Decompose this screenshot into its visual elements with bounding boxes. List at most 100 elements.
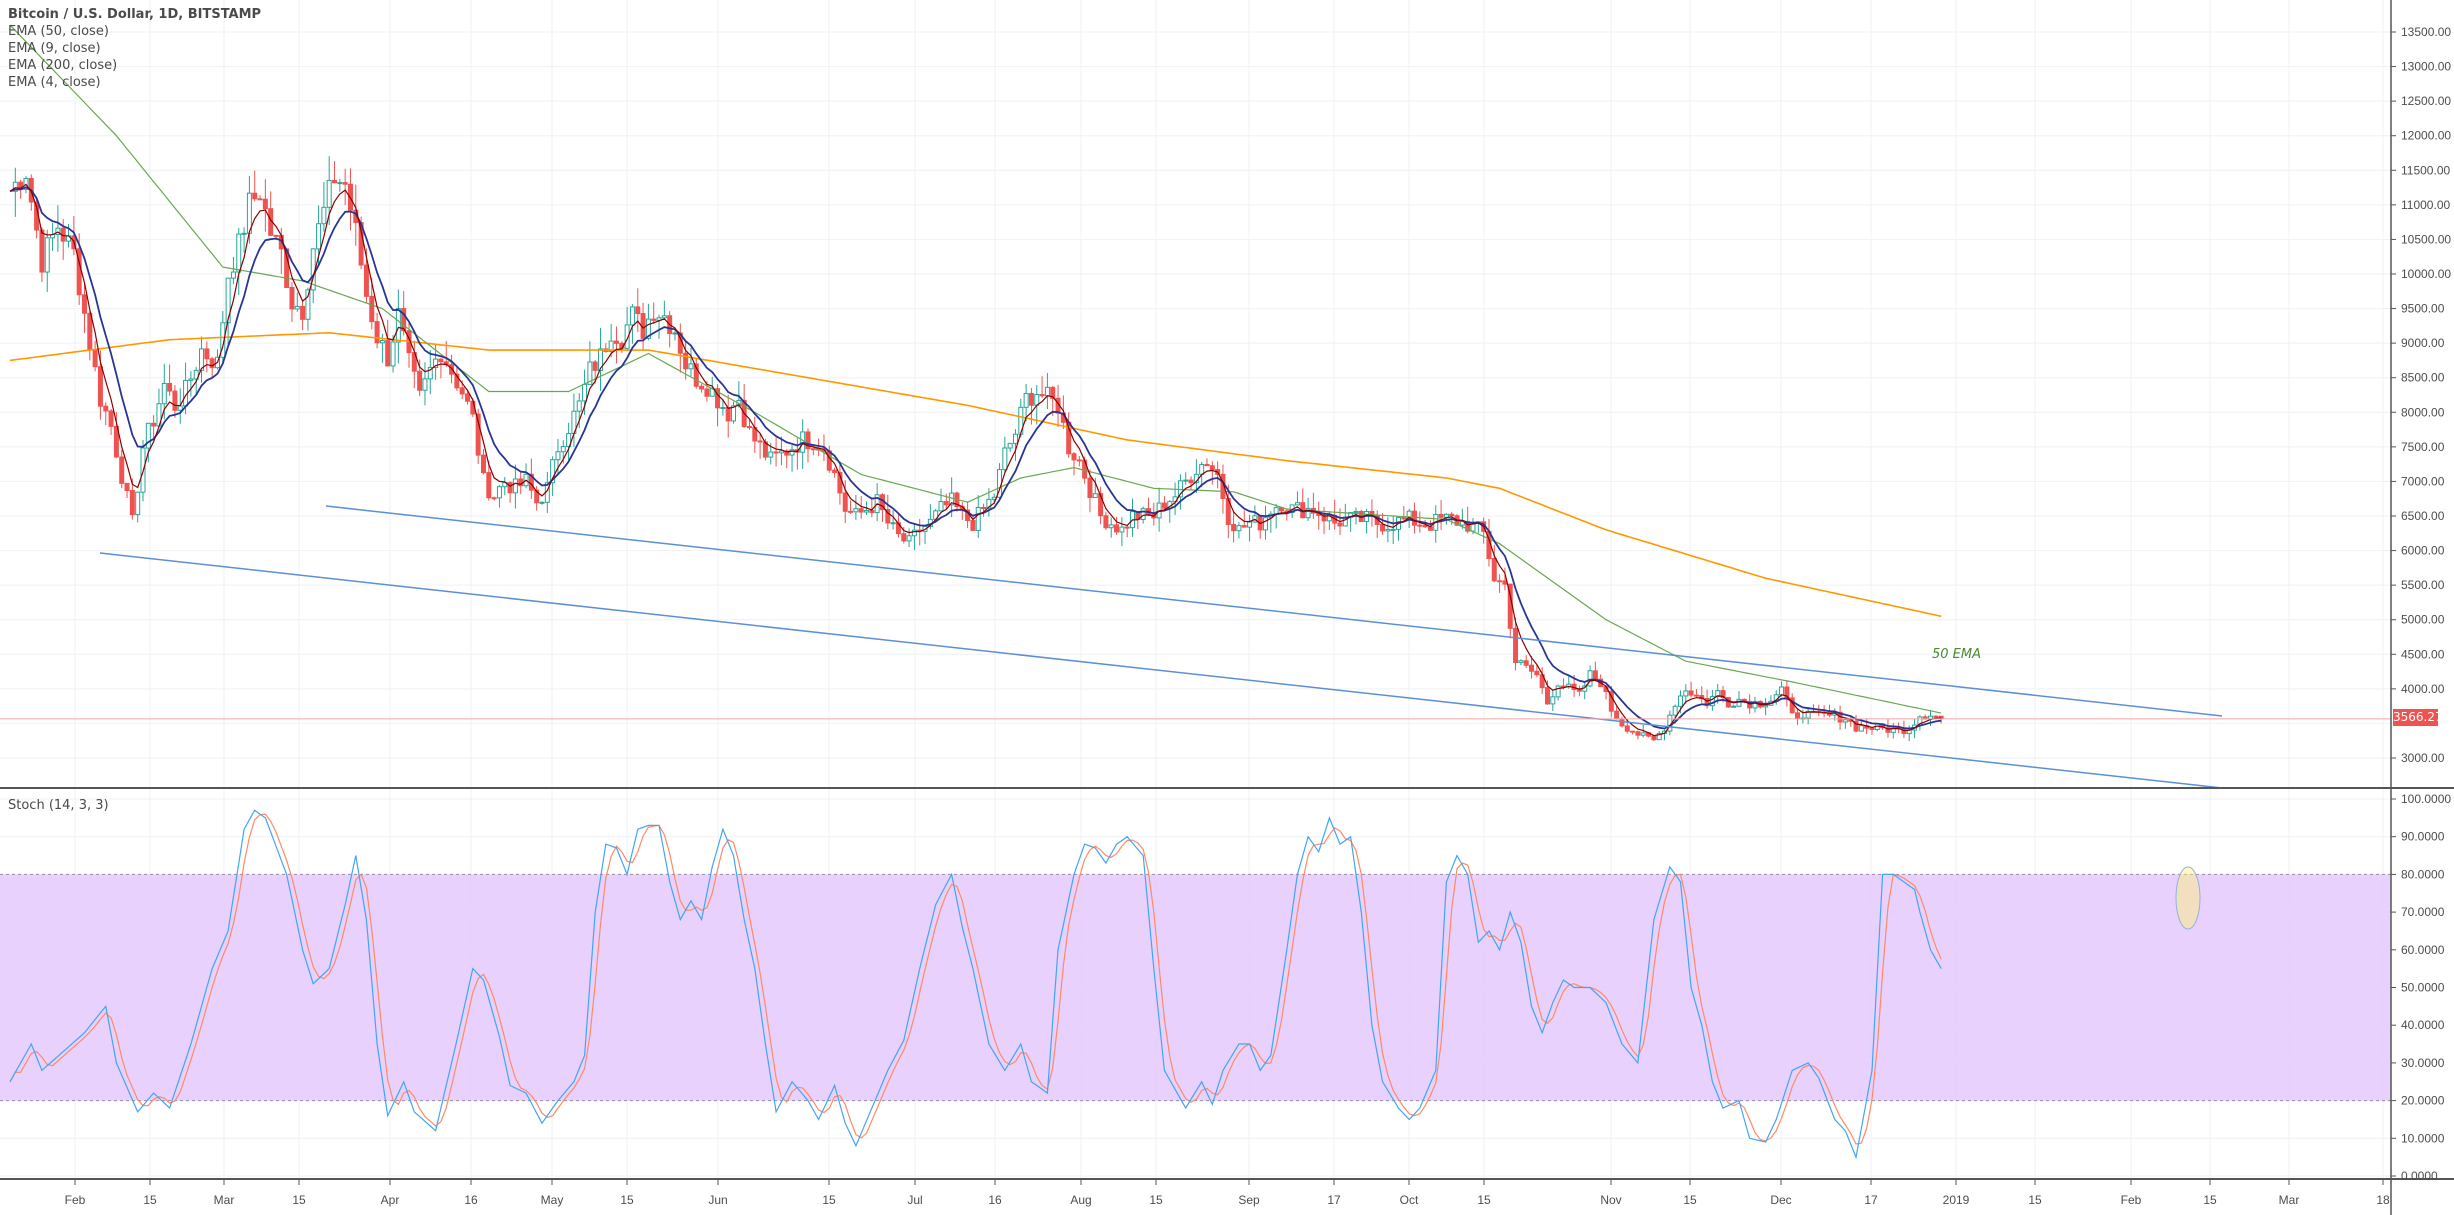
candle-up[interactable] [326,179,332,208]
stoch-d-line[interactable] [9,813,1942,1145]
candle-up[interactable] [1518,660,1524,664]
candle-down[interactable] [363,264,369,297]
candle-up[interactable] [906,535,912,542]
candle-down[interactable] [103,405,109,412]
candle-down[interactable] [1204,463,1210,467]
candle-down[interactable] [1560,685,1566,688]
candle-down[interactable] [901,533,907,542]
candle-down[interactable] [832,469,838,474]
candle-up[interactable] [1390,528,1396,531]
candle-down[interactable] [837,472,843,494]
candle-up[interactable] [911,529,917,537]
candle-down[interactable] [39,229,45,273]
candle-down[interactable] [1050,386,1056,399]
candle-up[interactable] [688,363,694,370]
candle-down[interactable] [1933,715,1939,718]
stoch-legend[interactable]: Stoch (14, 3, 3) [8,798,109,813]
candle-down[interactable] [1544,687,1550,705]
ema4-line[interactable] [9,183,1942,737]
candle-up[interactable] [1044,386,1050,397]
candle-up[interactable] [661,315,667,319]
candle-up[interactable] [629,306,635,326]
candle-up[interactable] [337,182,343,185]
candle-down[interactable] [1608,691,1614,712]
candle-down[interactable] [204,348,210,360]
legend-ema4[interactable]: EMA (4, close) [8,75,101,90]
candle-down[interactable] [842,492,848,512]
candle-down[interactable] [704,388,710,397]
candle-up[interactable] [433,358,439,368]
candle-up[interactable] [778,450,784,454]
candle-down[interactable] [332,179,338,184]
candle-up[interactable] [395,308,401,343]
candle-down[interactable] [1513,627,1519,664]
candle-down[interactable] [1039,394,1045,397]
candle-down[interactable] [810,448,816,451]
candle-down[interactable] [1576,689,1582,692]
candle-up[interactable] [1587,670,1593,687]
candle-up[interactable] [1752,700,1758,709]
candle-down[interactable] [167,382,173,392]
legend-ema50[interactable]: EMA (50, close) [8,24,109,39]
candle-down[interactable] [385,340,391,367]
candle-up[interactable] [986,498,992,509]
candle-down[interactable] [475,413,481,456]
candle-down[interactable] [1103,515,1109,529]
candle-down[interactable] [273,234,279,237]
candle-up[interactable] [624,324,630,349]
candle-down[interactable] [507,482,513,494]
candle-down[interactable] [342,182,348,185]
candle-up[interactable] [731,405,737,422]
candle-down[interactable] [209,358,215,369]
candle-down[interactable] [1401,517,1407,520]
candle-up[interactable] [1779,686,1785,696]
candle-down[interactable] [1098,493,1104,517]
candle-up[interactable] [241,232,247,235]
candle-up[interactable] [645,318,651,339]
candle-down[interactable] [465,393,471,402]
ema50-line[interactable] [9,24,1942,714]
candle-up[interactable] [1385,528,1391,532]
candle-up[interactable] [1236,525,1242,532]
candle-down[interactable] [480,454,486,474]
candle-up[interactable] [316,223,322,250]
candle-down[interactable] [81,294,87,314]
candle-up[interactable] [390,341,396,367]
candle-down[interactable] [87,312,93,351]
candle-up[interactable] [230,271,236,279]
candle-down[interactable] [1438,513,1444,518]
candle-up[interactable] [550,459,556,484]
candle-down[interactable] [438,358,444,363]
candle-up[interactable] [305,289,311,320]
candle-up[interactable] [598,348,604,371]
upper-channel-trendline[interactable] [325,505,2223,717]
candle-up[interactable] [294,305,300,310]
candle-up[interactable] [199,348,205,371]
stoch-k-line[interactable] [9,809,1942,1160]
candle-up[interactable] [512,478,518,494]
candle-down[interactable] [97,366,103,407]
candle-down[interactable] [1465,520,1471,532]
candle-up[interactable] [220,322,226,358]
candle-up[interactable] [1183,479,1189,482]
candle-up[interactable] [1353,510,1359,514]
candle-up[interactable] [768,451,774,458]
candle-up[interactable] [1294,502,1300,506]
candle-down[interactable] [374,321,380,344]
ema9-line[interactable] [9,186,1942,730]
candle-down[interactable] [1619,718,1625,727]
candle-down[interactable] [129,490,135,516]
candle-down[interactable] [699,385,705,390]
candle-down[interactable] [1231,523,1237,532]
candle-down[interactable] [289,286,295,310]
candle-up[interactable] [145,422,151,449]
candle-up[interactable] [1805,710,1811,719]
candle-down[interactable] [848,510,854,513]
candle-down[interactable] [715,388,721,409]
candle-up[interactable] [587,361,593,385]
candle-down[interactable] [885,509,891,524]
candle-up[interactable] [1305,507,1311,519]
candle-down[interactable] [1529,664,1535,672]
candle-up[interactable] [582,383,588,402]
candle-down[interactable] [1534,670,1540,676]
